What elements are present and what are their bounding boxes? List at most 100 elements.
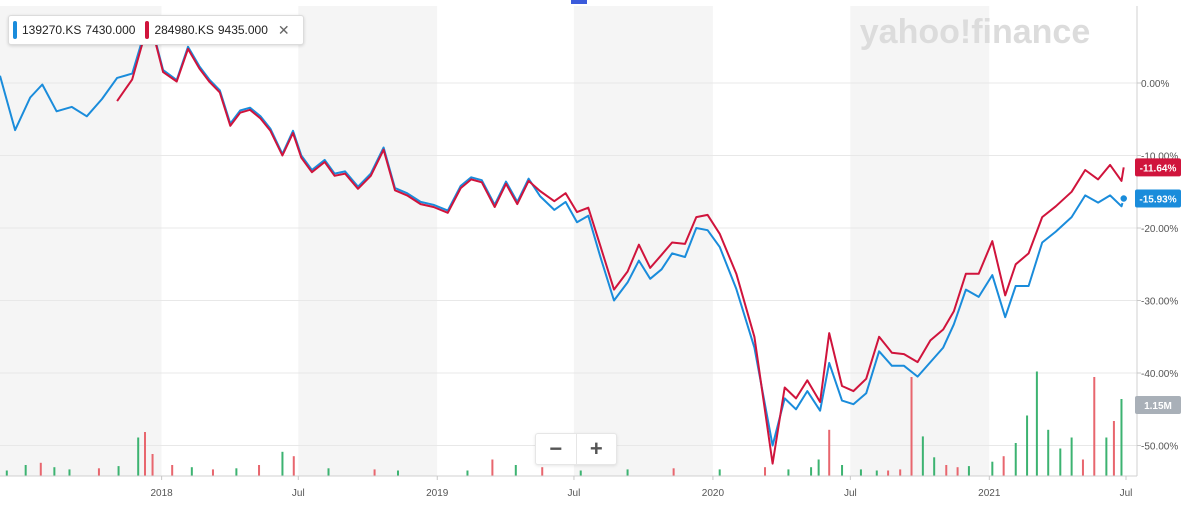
volume-bar [373, 469, 376, 476]
volume-bar [327, 468, 330, 476]
value-badge [1135, 189, 1181, 208]
volume-bar [859, 469, 862, 476]
x-tick-label: 2019 [426, 488, 449, 499]
volume-bar [1081, 459, 1084, 476]
volume-bar [718, 469, 721, 476]
volume-bar [258, 465, 261, 476]
legend: 139270.KS 7430.000 284980.KS 9435.000 ✕ [8, 15, 304, 45]
volume-bar [1093, 377, 1096, 476]
zoom-controls: − + [535, 433, 617, 465]
x-tick-label: 2021 [978, 488, 1001, 499]
volume-bar [171, 465, 174, 476]
y-tick-label: -40.00% [1141, 369, 1178, 380]
value-badge-label: -15.93% [1139, 194, 1176, 205]
range-handle[interactable] [571, 0, 587, 4]
legend-item-139270[interactable]: 139270.KS 7430.000 [9, 16, 141, 44]
volume-bar [1059, 448, 1062, 476]
legend-value: 9435.000 [217, 23, 268, 37]
series-end-dot [1118, 193, 1129, 204]
volume-bar [5, 470, 8, 476]
y-tick-label: -10.00% [1141, 152, 1178, 163]
volume-bar [817, 459, 820, 476]
x-tick-label: Jul [844, 488, 857, 499]
volume-bar [921, 436, 924, 476]
volume-bar [1047, 429, 1050, 476]
volume-bar [1002, 456, 1005, 476]
time-band [989, 6, 1126, 476]
volume-bar [541, 467, 544, 476]
legend-symbol: 139270.KS [22, 23, 82, 37]
volume-bar [24, 465, 27, 476]
zoom-in-button[interactable]: + [589, 436, 603, 461]
value-badge [1135, 158, 1181, 177]
legend-swatch [13, 21, 17, 39]
volume-bar [1014, 443, 1017, 476]
volume-bar [1070, 437, 1073, 476]
volume-bar [143, 432, 146, 476]
x-tick-label: 2020 [702, 488, 725, 499]
volume-bar [514, 465, 517, 476]
volume-bar [945, 465, 948, 476]
x-tick-label: Jul [292, 488, 305, 499]
time-band [850, 6, 990, 476]
volume-bar [190, 467, 193, 476]
time-band [298, 6, 438, 476]
volume-bar [1026, 415, 1029, 476]
volume-bar [1035, 371, 1038, 476]
legend-symbol: 284980.KS [154, 23, 214, 37]
time-band [573, 6, 713, 476]
close-icon[interactable]: ✕ [277, 21, 290, 38]
yahoo-finance-watermark: yahoo!finance [860, 13, 1090, 51]
volume-bar [1120, 399, 1123, 476]
volume-bar [396, 470, 399, 476]
volume-bar [626, 469, 629, 476]
volume-bar [53, 467, 56, 476]
x-tick-label: Jul [1120, 488, 1133, 499]
volume-bar [466, 470, 469, 476]
volume-bar [967, 466, 970, 476]
volume-bar [887, 470, 890, 476]
volume-bar [211, 469, 214, 476]
volume-bar [764, 467, 767, 476]
volume-bar [39, 462, 42, 476]
y-tick-label: -50.00% [1141, 442, 1178, 453]
volume-bar [579, 470, 582, 476]
volume-bar [292, 456, 295, 476]
x-tick-label: 2018 [150, 488, 173, 499]
volume-bar [787, 469, 790, 476]
y-tick-label: -20.00% [1141, 224, 1178, 235]
zoom-out-button[interactable]: − [536, 434, 577, 464]
volume-bar [97, 468, 100, 476]
series-line-284980-KS[interactable] [116, 24, 1125, 465]
legend-item-284980[interactable]: 284980.KS 9435.000 [141, 16, 273, 44]
volume-bar [1112, 421, 1115, 476]
time-band [437, 6, 574, 476]
volume-bar [672, 468, 675, 476]
time-band [0, 6, 162, 476]
y-tick-label: 0.00% [1141, 79, 1169, 90]
volume-bar [68, 469, 71, 476]
legend-swatch [145, 21, 150, 39]
value-badge [1135, 396, 1181, 414]
volume-bar [991, 461, 994, 476]
y-tick-label: -30.00% [1141, 297, 1178, 308]
volume-bar [956, 467, 959, 476]
volume-bar [899, 469, 902, 476]
volume-bar [137, 437, 140, 476]
volume-bar [1105, 437, 1108, 476]
volume-bar [841, 465, 844, 476]
legend-value: 7430.000 [85, 23, 136, 37]
volume-bar [151, 454, 154, 476]
value-badge-label: -11.64% [1140, 163, 1177, 174]
volume-bar [117, 466, 120, 476]
series-line-139270-KS[interactable] [0, 22, 1125, 447]
time-band [712, 6, 851, 476]
volume-bar [281, 451, 284, 476]
value-badge-label: 1.15M [1144, 401, 1172, 412]
time-band [161, 6, 299, 476]
volume-bar [933, 457, 936, 476]
volume-bar [910, 377, 913, 476]
volume-bar [828, 429, 831, 476]
